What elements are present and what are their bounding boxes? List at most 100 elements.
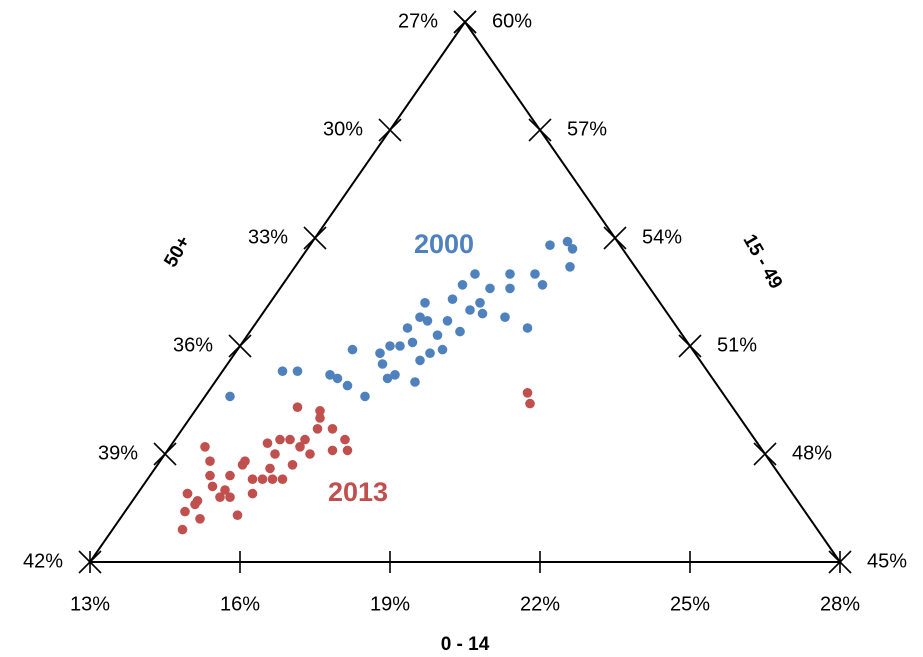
tick-mark [828, 550, 852, 574]
triangle-frame [88, 20, 842, 563]
data-point [522, 388, 533, 398]
data-point [470, 269, 480, 279]
tick-label: 42% [23, 550, 63, 572]
series-label: 2013 [328, 477, 388, 507]
data-point [477, 308, 488, 319]
tick-label: 19% [370, 593, 410, 615]
tick-mark [303, 226, 327, 250]
tick-label: 45% [867, 550, 907, 572]
tick-mark [528, 118, 552, 142]
data-point [270, 449, 280, 459]
data-point [180, 506, 190, 517]
data-point [257, 474, 268, 485]
data-point [327, 445, 338, 456]
data-point [390, 370, 400, 380]
data-point [325, 370, 335, 380]
data-point [415, 355, 425, 366]
data-point [292, 402, 303, 413]
tick-mark [678, 334, 702, 358]
data-point [395, 341, 405, 351]
data-point [247, 488, 258, 499]
data-point [375, 348, 385, 359]
data-point [265, 463, 275, 474]
data-point [327, 424, 338, 434]
tick-label: 22% [520, 593, 560, 615]
tick-label: 25% [670, 593, 710, 615]
tick-mark [378, 118, 402, 142]
data-point [377, 359, 388, 369]
data-point [177, 524, 188, 535]
data-point [312, 424, 323, 434]
tick-label: 60% [492, 10, 532, 32]
data-point [410, 377, 420, 387]
data-point [332, 373, 343, 384]
data-point [225, 470, 235, 481]
tick-label: 39% [98, 442, 138, 464]
tick-label: 54% [642, 226, 682, 248]
data-point [267, 474, 278, 485]
tick-mark [228, 334, 252, 358]
data-point [240, 456, 250, 467]
data-point [225, 391, 235, 402]
data-point [347, 344, 358, 355]
data-point [342, 380, 353, 391]
data-point [205, 456, 215, 467]
data-point [485, 283, 495, 294]
data-point [505, 269, 515, 279]
data-point [537, 280, 548, 290]
data-point [200, 442, 210, 452]
data-point [415, 312, 425, 323]
tick-mark [603, 226, 627, 250]
data-point [285, 434, 295, 445]
axis-title: 0 - 14 [441, 634, 490, 655]
data-point [562, 236, 573, 247]
data-point [205, 470, 215, 481]
data-point [262, 438, 273, 449]
data-point [425, 348, 435, 359]
data-point [432, 330, 443, 341]
tick-label: 36% [173, 334, 213, 356]
tick-mark [453, 10, 477, 34]
data-point [192, 496, 203, 506]
data-point [277, 474, 288, 485]
data-point [315, 406, 325, 416]
data-point [567, 244, 578, 254]
data-point [195, 514, 205, 524]
data-point [407, 337, 418, 348]
tick-label: 13% [70, 593, 110, 615]
data-point [500, 312, 510, 323]
tick-label: 28% [820, 593, 860, 615]
data-point [277, 366, 288, 377]
data-point [232, 510, 243, 520]
data-point [422, 316, 433, 326]
tick-label: 30% [323, 118, 363, 140]
data-point [275, 434, 285, 445]
data-point [505, 283, 515, 294]
tick-mark [78, 550, 102, 574]
data-point [382, 373, 393, 384]
data-point [207, 481, 218, 492]
data-point [442, 316, 453, 326]
data-point [182, 488, 193, 499]
data-point [475, 298, 485, 308]
data-point [247, 474, 258, 485]
data-point [525, 398, 535, 409]
tick-label: 33% [248, 226, 288, 248]
data-point [385, 341, 395, 351]
data-point [300, 434, 310, 445]
tick-mark [753, 442, 777, 466]
data-point [545, 240, 555, 250]
tick-label: 48% [792, 442, 832, 464]
data-point [340, 434, 350, 445]
data-point [465, 305, 475, 315]
data-point [565, 262, 575, 272]
tick-label: 51% [717, 334, 757, 356]
tick-label: 57% [567, 118, 607, 140]
data-point [315, 413, 325, 423]
data-point [402, 323, 413, 333]
data-point [437, 344, 448, 355]
data-point [457, 280, 468, 290]
data-point [420, 298, 430, 308]
data-point [447, 294, 458, 305]
